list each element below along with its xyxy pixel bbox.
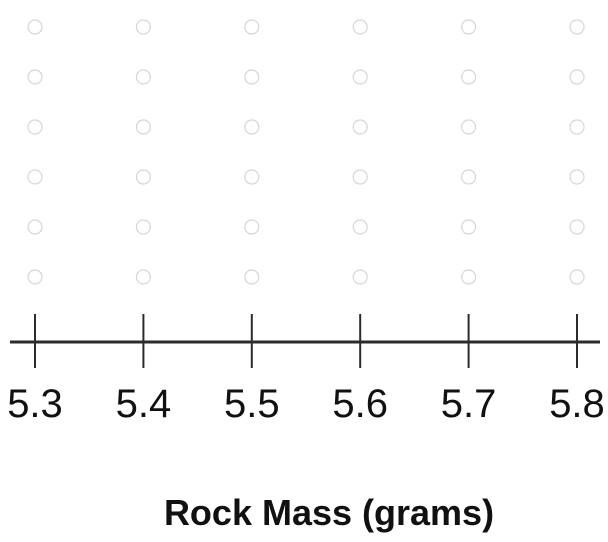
dot-slot[interactable] (461, 169, 477, 185)
dot-slot[interactable] (461, 19, 477, 35)
tick-label: 5.6 (332, 382, 388, 426)
dot-slot[interactable] (135, 19, 151, 35)
dot-slot[interactable] (352, 19, 368, 35)
tick-label: 5.4 (116, 382, 172, 426)
tick-label: 5.8 (549, 382, 605, 426)
dot-slot[interactable] (352, 69, 368, 85)
dot-slot[interactable] (135, 119, 151, 135)
x-axis-title: Rock Mass (grams) (164, 492, 494, 533)
tick-label: 5.7 (441, 382, 497, 426)
dot-slot[interactable] (569, 119, 585, 135)
dot-slot[interactable] (569, 269, 585, 285)
dot-slot[interactable] (27, 269, 43, 285)
dot-slot[interactable] (27, 169, 43, 185)
tick-label: 5.5 (224, 382, 280, 426)
dot-slot[interactable] (27, 219, 43, 235)
dot-slot[interactable] (352, 269, 368, 285)
dot-slot[interactable] (461, 269, 477, 285)
dot-slot[interactable] (244, 269, 260, 285)
dot-slot[interactable] (135, 219, 151, 235)
dot-slot[interactable] (135, 69, 151, 85)
dot-slot[interactable] (569, 19, 585, 35)
dot-slot[interactable] (27, 119, 43, 135)
axis-tick-labels: 5.3 5.4 5.5 5.6 5.7 5.8 (7, 382, 605, 426)
dot-slot[interactable] (27, 19, 43, 35)
dot-slot[interactable] (352, 169, 368, 185)
dot-slot[interactable] (461, 219, 477, 235)
dot-slot[interactable] (244, 169, 260, 185)
axis-ticks (34, 314, 578, 368)
dot-slot[interactable] (135, 269, 151, 285)
dot-slots[interactable] (27, 19, 585, 285)
dot-slot[interactable] (352, 219, 368, 235)
dot-slot[interactable] (135, 169, 151, 185)
dot-slot[interactable] (352, 119, 368, 135)
dot-slot[interactable] (569, 219, 585, 235)
dot-slot[interactable] (244, 69, 260, 85)
dot-slot[interactable] (569, 169, 585, 185)
dot-slot[interactable] (461, 69, 477, 85)
dot-slot[interactable] (569, 69, 585, 85)
dot-slot[interactable] (27, 69, 43, 85)
dot-slot[interactable] (244, 219, 260, 235)
dot-slot[interactable] (244, 19, 260, 35)
dot-slot[interactable] (244, 119, 260, 135)
tick-label: 5.3 (7, 382, 63, 426)
dot-slot[interactable] (461, 119, 477, 135)
